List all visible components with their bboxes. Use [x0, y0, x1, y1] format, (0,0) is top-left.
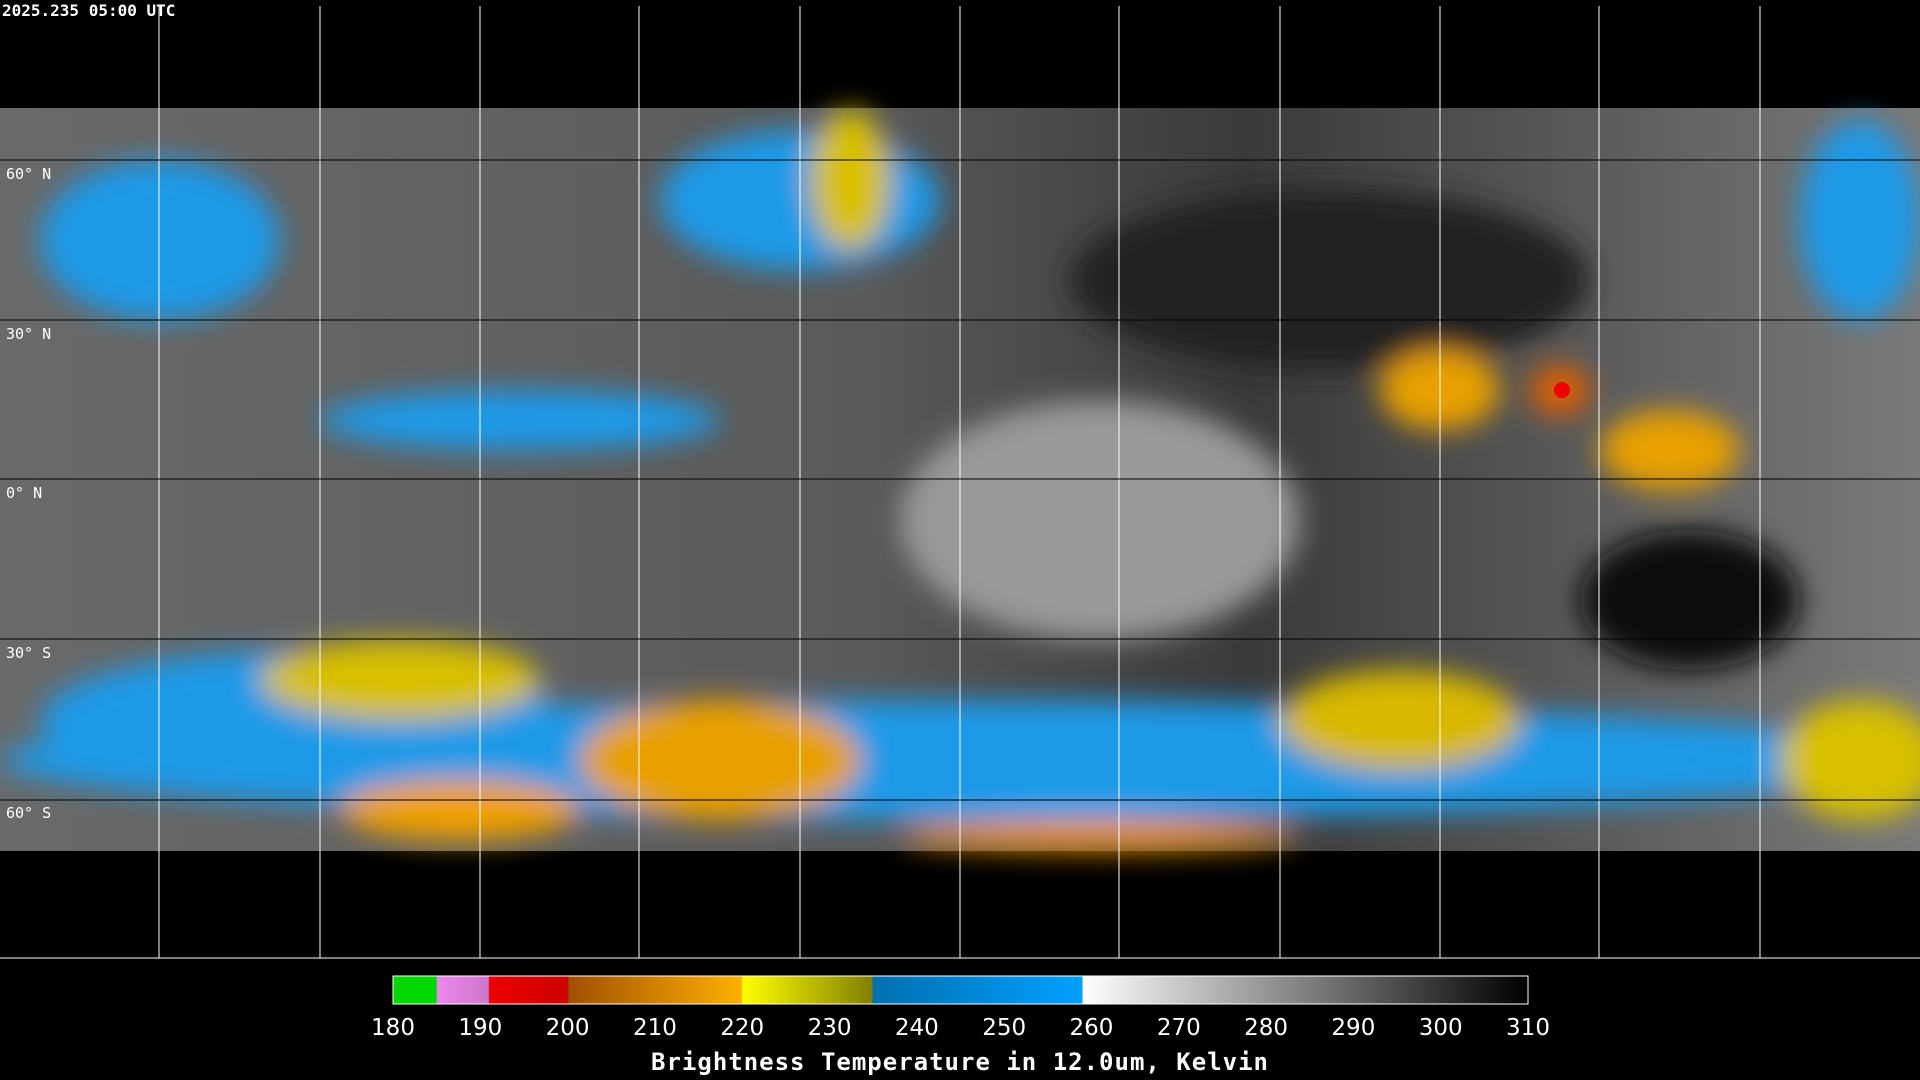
typhoon-core	[1554, 382, 1570, 398]
colorbar-tick-label: 260	[1070, 1015, 1114, 1041]
lat-label: 30° S	[6, 644, 51, 662]
colorbar-tick-label: 250	[982, 1015, 1026, 1041]
lat-label: 30° N	[6, 325, 51, 343]
colorbar-title: Brightness Temperature in 12.0um, Kelvin	[651, 1048, 1269, 1076]
colorbar-tick-label: 240	[895, 1015, 939, 1041]
colorbar-tick-label: 230	[808, 1015, 852, 1041]
colorbar-tick-label: 180	[371, 1015, 415, 1041]
colorbar-tick-label: 220	[720, 1015, 764, 1041]
lat-label: 60° N	[6, 165, 51, 183]
colorbar-tick-label: 210	[633, 1015, 677, 1041]
colorbar-tick-label: 280	[1244, 1015, 1288, 1041]
graticule	[0, 6, 1920, 959]
lat-label: 60° S	[6, 804, 51, 822]
graticule-lat	[0, 159, 1920, 801]
colorbar-tick-label: 200	[546, 1015, 590, 1041]
colorbar-tick-label: 290	[1331, 1015, 1375, 1041]
timestamp: 2025.235 05:00 UTC	[2, 1, 175, 20]
colorbar-tick-label: 310	[1506, 1015, 1550, 1041]
colorbar	[392, 975, 1529, 1005]
colorbar-tick-label: 300	[1419, 1015, 1463, 1041]
colorbar-tick-label: 190	[458, 1015, 502, 1041]
lat-label: 0° N	[6, 484, 42, 502]
colorbar-tick-label: 270	[1157, 1015, 1201, 1041]
colorbar-ticks: 180 190 200 210 220 230 240 250 260 270 280 290 300 3…	[371, 1015, 1550, 1041]
